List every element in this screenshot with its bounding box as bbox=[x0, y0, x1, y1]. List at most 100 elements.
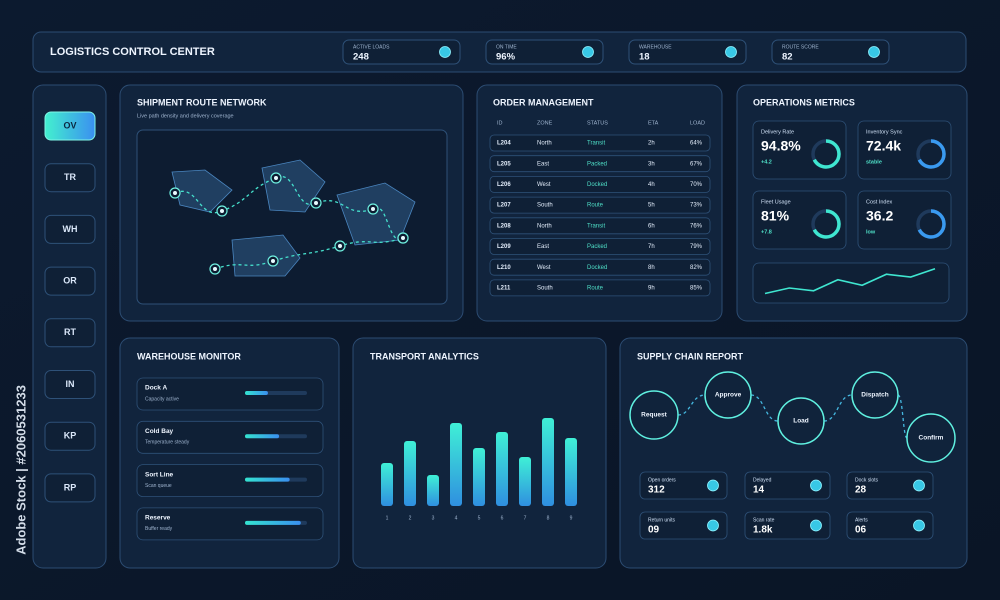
flow-node bbox=[906, 413, 956, 463]
metric-label: Delivery Rate bbox=[761, 129, 794, 135]
flow-connector bbox=[750, 394, 779, 422]
panel-title: WAREHOUSE MONITOR bbox=[137, 351, 241, 361]
item-name: Cold Bay bbox=[145, 428, 174, 435]
progress-fill bbox=[245, 520, 301, 525]
flow-connector bbox=[897, 394, 908, 439]
table-cell: 9h bbox=[648, 285, 655, 291]
nav-button[interactable] bbox=[44, 163, 96, 193]
nav-label[interactable]: OR bbox=[63, 275, 77, 285]
metric-card bbox=[752, 190, 847, 250]
x-tick-label: 7 bbox=[524, 515, 527, 521]
nav-button[interactable] bbox=[44, 370, 96, 399]
panel-subtitle: Live path density and delivery coverage bbox=[137, 113, 234, 119]
item-name: Dock A bbox=[145, 385, 167, 392]
table-cell: 82% bbox=[690, 265, 703, 271]
supply-stat bbox=[744, 471, 831, 500]
status-dot bbox=[707, 479, 719, 492]
nav-button[interactable] bbox=[44, 421, 96, 451]
table-cell: West bbox=[537, 265, 551, 271]
progress-fill bbox=[245, 434, 280, 439]
metric-note: stable bbox=[866, 159, 882, 165]
table-row bbox=[489, 155, 711, 173]
stat-pill bbox=[485, 39, 604, 65]
table-cell: 67% bbox=[690, 161, 703, 167]
item-detail: Scan queue bbox=[145, 483, 172, 489]
table-cell: L209 bbox=[497, 244, 511, 250]
table-cell: L211 bbox=[497, 285, 511, 291]
table-header: STATUS bbox=[587, 120, 608, 126]
trend-line bbox=[764, 267, 936, 295]
bar bbox=[473, 448, 485, 506]
gauge-arc bbox=[916, 209, 946, 239]
table-cell: 79% bbox=[690, 244, 703, 250]
table-cell: L208 bbox=[497, 223, 511, 229]
table-cell: North bbox=[537, 141, 552, 147]
monitor-item bbox=[136, 464, 324, 498]
watermark: Adobe Stock | #2060531233 bbox=[13, 385, 28, 555]
nav-button[interactable] bbox=[44, 473, 96, 503]
table-cell: 8h bbox=[648, 265, 655, 271]
table-cell: 3h bbox=[648, 161, 655, 167]
nav-button[interactable] bbox=[44, 318, 96, 348]
x-tick-label: 4 bbox=[455, 515, 458, 521]
supply-stat bbox=[744, 511, 831, 540]
item-detail: Temperature steady bbox=[145, 440, 190, 446]
stat-value: 82 bbox=[782, 52, 793, 63]
nav-label[interactable]: WH bbox=[63, 224, 78, 234]
table-cell: Docked bbox=[587, 265, 607, 271]
table-cell: Transit bbox=[587, 141, 605, 147]
supply-stat bbox=[846, 471, 934, 500]
table-cell: 6h bbox=[648, 223, 655, 229]
table-row bbox=[489, 217, 711, 235]
item-detail: Buffer ready bbox=[145, 526, 173, 532]
nav-label[interactable]: IN bbox=[66, 379, 75, 389]
table-row bbox=[489, 134, 711, 152]
nav-label[interactable]: RT bbox=[64, 327, 76, 337]
nav-label[interactable]: TR bbox=[64, 172, 76, 182]
stat-value: 18 bbox=[639, 52, 650, 63]
table-cell: Docked bbox=[587, 182, 607, 188]
x-tick-label: 8 bbox=[547, 515, 550, 521]
nav-label[interactable]: OV bbox=[63, 120, 76, 130]
route-node bbox=[401, 236, 405, 240]
status-dot bbox=[707, 519, 719, 532]
metric-label: Fleet Usage bbox=[761, 199, 791, 205]
nav-button[interactable] bbox=[44, 266, 96, 296]
metric-note: low bbox=[866, 229, 876, 235]
stat-label: ON TIME bbox=[496, 44, 517, 50]
status-dot bbox=[868, 46, 880, 58]
nav-button[interactable] bbox=[44, 111, 96, 141]
table-row bbox=[489, 196, 711, 214]
stat-pill bbox=[771, 39, 890, 65]
table-cell: Packed bbox=[587, 244, 607, 250]
table-cell: 4h bbox=[648, 182, 655, 188]
supply-stat-value: 14 bbox=[753, 485, 765, 496]
nav-label[interactable]: RP bbox=[64, 482, 77, 492]
table-cell: South bbox=[537, 285, 553, 291]
panel-title: ORDER MANAGEMENT bbox=[493, 97, 594, 107]
flow-label: Confirm bbox=[919, 435, 944, 442]
x-tick-label: 5 bbox=[478, 515, 481, 521]
table-cell: Route bbox=[587, 203, 604, 209]
panel-title: OPERATIONS METRICS bbox=[753, 97, 855, 107]
flow-connector bbox=[823, 394, 853, 422]
table-cell: 2h bbox=[648, 141, 655, 147]
supply-stat-label: Dock slots bbox=[855, 477, 879, 483]
status-dot bbox=[810, 519, 822, 532]
route-node bbox=[220, 209, 224, 213]
table-row bbox=[489, 279, 711, 297]
bar bbox=[565, 438, 577, 506]
item-detail: Capacity active bbox=[145, 396, 179, 402]
table-cell: L204 bbox=[497, 141, 511, 147]
coverage-zone bbox=[231, 234, 301, 277]
x-tick-label: 9 bbox=[570, 515, 573, 521]
route-node bbox=[274, 176, 278, 180]
supply-stat-value: 312 bbox=[648, 485, 665, 496]
stat-label: ROUTE SCORE bbox=[782, 44, 819, 50]
nav-button[interactable] bbox=[44, 214, 96, 244]
bar bbox=[450, 423, 462, 506]
nav-label[interactable]: KP bbox=[64, 431, 77, 441]
supply-stat-label: Open orders bbox=[648, 477, 676, 483]
